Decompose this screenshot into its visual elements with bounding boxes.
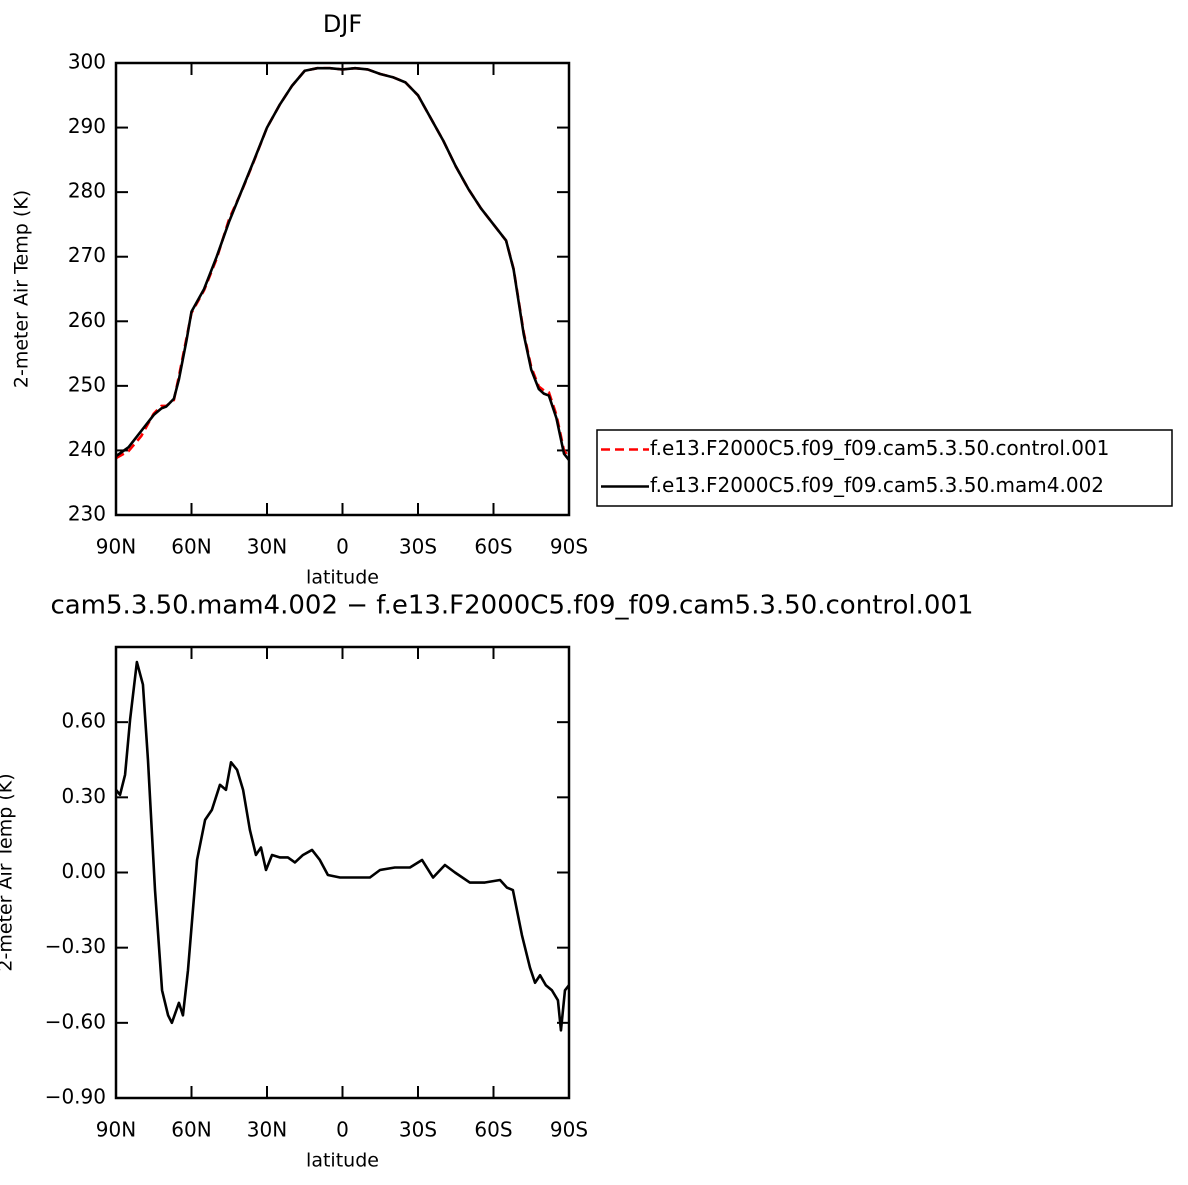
y-tick-label: 250 <box>68 372 106 396</box>
chart-title: cam5.3.50.mam4.002 − f.e13.F2000C5.f09_f… <box>50 591 973 621</box>
y-tick-label: −0.30 <box>45 934 106 958</box>
x-tick-label: 60S <box>474 535 512 559</box>
x-tick-label: 0 <box>336 535 349 559</box>
x-tick-label: 30N <box>247 535 287 559</box>
y-tick-label: 270 <box>68 243 106 267</box>
x-tick-label: 60N <box>171 535 211 559</box>
y-tick-label: 0.30 <box>61 784 106 808</box>
x-tick-label: 60N <box>171 1118 211 1142</box>
x-axis-label: latitude <box>306 1150 379 1172</box>
plot-frame <box>114 61 571 517</box>
y-tick-label: 230 <box>68 502 106 526</box>
x-tick-label: 30S <box>399 535 437 559</box>
y-tick-label: 300 <box>68 50 106 74</box>
legend-label: f.e13.F2000C5.f09_f09.cam5.3.50.mam4.002 <box>650 473 1104 497</box>
x-tick-label: 30N <box>247 1118 287 1142</box>
y-tick-label: −0.90 <box>45 1085 106 1109</box>
data-line <box>115 66 571 461</box>
chart-title: DJF <box>323 10 362 38</box>
y-tick-label: 280 <box>68 179 106 203</box>
x-tick-label: 0 <box>336 1118 349 1142</box>
y-axis-label: 2-meter Air Temp (K) <box>0 773 17 971</box>
x-tick-label: 90N <box>96 1118 136 1142</box>
x-tick-label: 90S <box>550 1118 588 1142</box>
y-tick-label: 0.60 <box>61 709 106 733</box>
x-tick-label: 90S <box>550 535 588 559</box>
legend-box <box>596 429 1173 507</box>
y-tick-label: 0.00 <box>61 859 106 883</box>
x-tick-label: 60S <box>474 1118 512 1142</box>
legend: f.e13.F2000C5.f09_f09.cam5.3.50.control.… <box>596 429 1173 507</box>
y-tick-label: −0.60 <box>45 1009 106 1033</box>
y-tick-label: 290 <box>68 114 106 138</box>
x-tick-label: 30S <box>399 1118 437 1142</box>
data-line <box>114 660 571 1032</box>
y-tick-label: 260 <box>68 308 106 332</box>
y-axis-label: 2-meter Air Temp (K) <box>11 190 33 388</box>
plot-frame <box>114 645 571 1100</box>
y-tick-label: 240 <box>68 437 106 461</box>
x-tick-label: 90N <box>96 535 136 559</box>
legend-label: f.e13.F2000C5.f09_f09.cam5.3.50.control.… <box>650 436 1109 460</box>
x-axis-label: latitude <box>306 567 379 589</box>
data-line <box>115 66 571 460</box>
